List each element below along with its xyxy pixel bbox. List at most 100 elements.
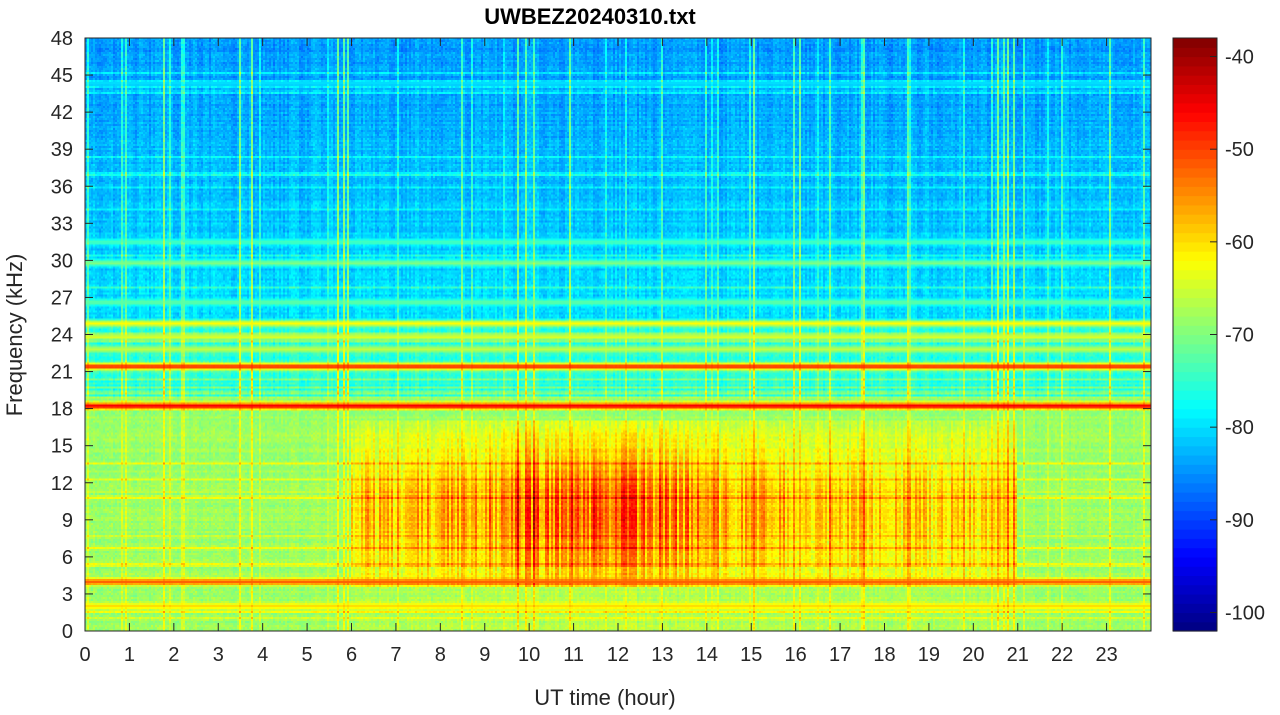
- y-axis-title: Frequency (kHz): [2, 254, 27, 417]
- colorbar-segment: [1173, 195, 1217, 206]
- x-tick-label: 17: [829, 644, 851, 666]
- colorbar-segment: [1173, 371, 1217, 382]
- colorbar-segment: [1173, 427, 1217, 438]
- colorbar-segment: [1173, 288, 1217, 299]
- colorbar-segment: [1173, 353, 1217, 363]
- x-tick-label: 23: [1095, 644, 1117, 666]
- y-tick-label: 45: [51, 65, 73, 87]
- colorbar-segment: [1173, 436, 1217, 447]
- y-tick-label: 48: [51, 28, 73, 50]
- colorbar-segment: [1173, 223, 1217, 234]
- x-tick-label: 19: [918, 644, 940, 666]
- y-tick-label: 36: [51, 176, 73, 198]
- colorbar-segment: [1173, 408, 1217, 419]
- colorbar-segment: [1173, 130, 1217, 141]
- colorbar-segment: [1173, 278, 1217, 289]
- colorbar-segment: [1173, 102, 1217, 113]
- colorbar-segment: [1173, 158, 1217, 169]
- x-tick-label: 0: [79, 644, 90, 666]
- colorbar: [1172, 37, 1218, 632]
- colorbar-segment: [1173, 501, 1217, 512]
- y-tick-label: 39: [51, 139, 73, 161]
- colorbar-segment: [1173, 612, 1217, 623]
- x-tick-label: 14: [696, 644, 718, 666]
- x-tick-label: 9: [479, 644, 490, 666]
- y-tick-label: 24: [51, 325, 73, 347]
- x-tick-label: 7: [390, 644, 401, 666]
- colorbar-segment: [1173, 204, 1217, 215]
- x-tick-label: 2: [168, 644, 179, 666]
- colorbar-segment: [1173, 482, 1217, 493]
- colorbar-segment: [1173, 454, 1217, 465]
- x-tick-label: 11: [563, 644, 584, 666]
- y-tick-label: 6: [62, 547, 73, 569]
- colorbar-segment: [1173, 529, 1217, 539]
- colorbar-segment: [1173, 343, 1217, 354]
- colorbar-axis: -100 -90 -80 -70 -60 -50 -40: [1210, 47, 1265, 624]
- colorbar-segment: [1173, 584, 1217, 595]
- y-tick-label: 18: [51, 399, 73, 421]
- colorbar-segment: [1173, 547, 1217, 558]
- x-tick-label: 3: [213, 644, 224, 666]
- colorbar-segment: [1173, 399, 1217, 410]
- colorbar-tick-label: -100: [1225, 602, 1265, 624]
- colorbar-segment: [1173, 93, 1217, 104]
- x-tick-label: 5: [302, 644, 313, 666]
- colorbar-segment: [1173, 362, 1217, 373]
- colorbar-tick-label: -60: [1225, 232, 1254, 254]
- x-tick-label: 6: [346, 644, 357, 666]
- colorbar-segment: [1173, 149, 1217, 160]
- colorbar-segment: [1173, 621, 1217, 632]
- colorbar-tick-label: -80: [1225, 417, 1254, 439]
- colorbar-segment: [1173, 297, 1217, 308]
- y-tick-label: 30: [51, 250, 73, 272]
- colorbar-segment: [1173, 519, 1217, 530]
- colorbar-tick-label: -40: [1225, 47, 1254, 69]
- x-tick-label: 1: [124, 644, 135, 666]
- x-tick-label: 8: [435, 644, 446, 666]
- colorbar-segment: [1173, 417, 1217, 428]
- colorbar-segment: [1173, 445, 1217, 456]
- colorbar-segment: [1173, 139, 1217, 150]
- colorbar-segment: [1173, 38, 1217, 48]
- colorbar-segment: [1173, 241, 1217, 252]
- x-axis-title: UT time (hour): [534, 685, 675, 710]
- colorbar-segment: [1173, 112, 1217, 122]
- x-tick-label: 12: [607, 644, 629, 666]
- colorbar-segment: [1173, 464, 1217, 475]
- colorbar-segment: [1173, 260, 1217, 271]
- y-tick-label: 3: [62, 584, 73, 606]
- colorbar-segment: [1173, 84, 1217, 95]
- colorbar-segment: [1173, 186, 1217, 197]
- colorbar-tick-label: -90: [1225, 510, 1254, 532]
- colorbar-segment: [1173, 473, 1217, 484]
- colorbar-segment: [1173, 251, 1217, 261]
- colorbar-segment: [1173, 269, 1217, 280]
- x-tick-label: 16: [785, 644, 807, 666]
- colorbar-segment: [1173, 575, 1217, 586]
- y-tick-label: 12: [51, 473, 73, 495]
- colorbar-tick-label: -70: [1225, 325, 1254, 347]
- colorbar-segment: [1173, 390, 1217, 400]
- colorbar-segment: [1173, 47, 1217, 58]
- x-tick-label: 13: [651, 644, 673, 666]
- colorbar-segment: [1173, 56, 1217, 67]
- y-tick-label: 9: [62, 510, 73, 532]
- colorbar-segment: [1173, 232, 1217, 243]
- x-axis: 0 1 2 3 4 5 6 7 8 9 10 11 12 13 14 15 16 17 18 19 20 21 22 23: [79, 38, 1118, 666]
- colorbar-segment: [1173, 603, 1217, 614]
- plot-area: [85, 38, 1151, 631]
- colorbar-segment: [1173, 593, 1217, 604]
- chart-title: UWBEZ20240310.txt: [484, 4, 696, 29]
- colorbar-segment: [1173, 121, 1217, 132]
- colorbar-segment: [1173, 334, 1217, 345]
- y-tick-label: 27: [51, 287, 73, 309]
- y-tick-label: 15: [51, 436, 73, 458]
- y-tick-label: 42: [51, 102, 73, 124]
- x-tick-label: 22: [1051, 644, 1073, 666]
- x-tick-label: 20: [962, 644, 984, 666]
- colorbar-tick-label: -50: [1225, 139, 1254, 161]
- colorbar-segment: [1173, 538, 1217, 549]
